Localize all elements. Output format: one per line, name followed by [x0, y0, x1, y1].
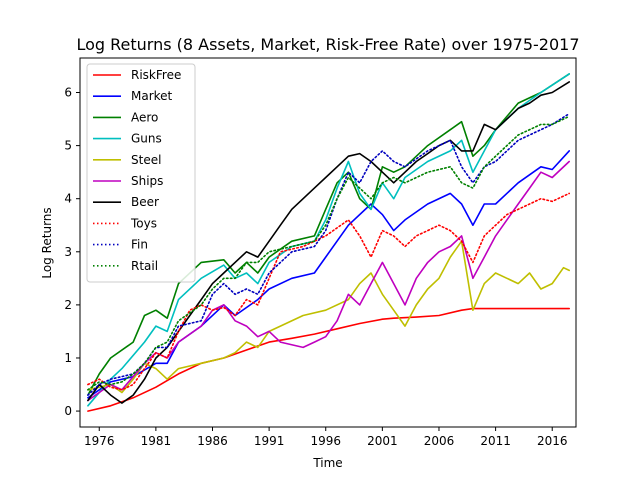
- series-line-market: [87, 150, 571, 399]
- y-tick-label: 3: [64, 245, 72, 259]
- legend-label-toys: Toys: [130, 216, 157, 230]
- x-axis: 1976 1981 1986 1991 1996 2001 2006 2011 2016: [84, 427, 568, 448]
- legend-label-riskfree: RiskFree: [131, 68, 181, 82]
- x-tick-label: 2016: [537, 434, 568, 448]
- y-tick-label: 1: [64, 351, 72, 365]
- y-axis: 0 1 2 3 4 5 6: [64, 86, 80, 418]
- chart-title: Log Returns (8 Assets, Market, Risk-Free…: [76, 35, 579, 54]
- series-line-ships: [87, 160, 571, 402]
- x-tick-label: 2006: [424, 434, 455, 448]
- y-tick-label: 5: [64, 139, 72, 153]
- x-tick-label: 1991: [254, 434, 285, 448]
- x-tick-label: 2011: [480, 434, 511, 448]
- y-tick-label: 4: [64, 192, 72, 206]
- legend-label-aero: Aero: [131, 110, 158, 124]
- legend-label-ships: Ships: [131, 174, 163, 188]
- series-layer: [87, 73, 571, 412]
- y-axis-label: Log Returns: [40, 207, 54, 278]
- series-line-steel: [87, 240, 571, 394]
- x-tick-label: 1976: [84, 434, 115, 448]
- legend-label-beer: Beer: [131, 195, 159, 209]
- x-tick-label: 1981: [141, 434, 172, 448]
- legend-label-rtail: Rtail: [131, 259, 158, 273]
- series-line-rtail: [87, 115, 571, 391]
- x-tick-label: 1986: [197, 434, 228, 448]
- x-tick-label: 2001: [367, 434, 398, 448]
- legend: RiskFree Market Aero Guns Steel Ships Beer Toys…: [86, 63, 196, 283]
- legend-label-guns: Guns: [131, 132, 162, 146]
- series-line-toys: [87, 192, 571, 391]
- legend-label-steel: Steel: [131, 153, 161, 167]
- series-line-aero: [87, 73, 571, 396]
- y-tick-label: 6: [64, 86, 72, 100]
- plot-frame: [79, 57, 577, 428]
- x-tick-label: 1996: [310, 434, 341, 448]
- series-line-fin: [87, 112, 571, 396]
- series-line-riskfree: [87, 307, 571, 412]
- legend-label-market: Market: [131, 89, 173, 103]
- y-tick-label: 2: [64, 298, 72, 312]
- x-axis-label: Time: [312, 456, 342, 470]
- y-tick-label: 0: [64, 404, 72, 418]
- legend-box: [86, 63, 196, 283]
- legend-label-fin: Fin: [131, 238, 148, 252]
- series-line-guns: [87, 73, 571, 407]
